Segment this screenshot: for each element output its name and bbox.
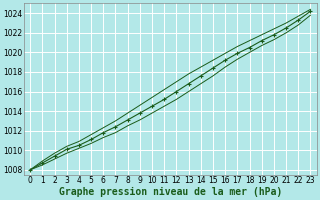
X-axis label: Graphe pression niveau de la mer (hPa): Graphe pression niveau de la mer (hPa): [59, 186, 282, 197]
